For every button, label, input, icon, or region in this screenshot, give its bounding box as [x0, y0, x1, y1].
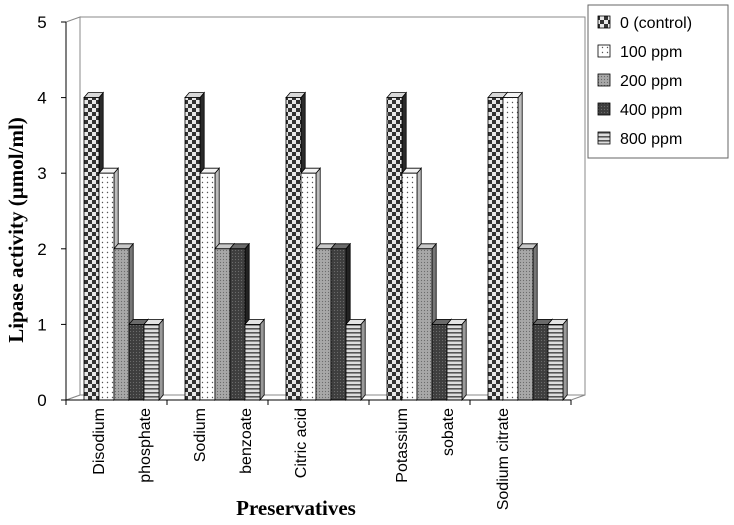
x-tick-label: Sodium citrate — [495, 408, 512, 510]
x-axis-title: Preservatives — [236, 496, 356, 520]
legend-item: 100 ppm — [597, 44, 682, 61]
y-tick-label: 5 — [37, 13, 46, 32]
x-category-label: Sodium citrate — [495, 408, 512, 510]
bar — [502, 91, 524, 402]
x-category-label: Sodium benzoate — [192, 408, 255, 474]
legend-item: 0 (control) — [597, 15, 692, 32]
legend-swatch — [597, 131, 611, 145]
legend-box — [587, 4, 729, 159]
legend-swatch — [597, 44, 611, 58]
x-category-label: Citric acid — [293, 408, 310, 478]
x-tick-label: Sodium — [192, 408, 209, 462]
legend-swatch — [597, 15, 611, 29]
legend-item: 400 ppm — [597, 102, 682, 119]
x-tick-label: Citric acid — [293, 408, 310, 478]
legend-item: 200 ppm — [597, 73, 682, 90]
legend-label: 200 ppm — [620, 73, 682, 90]
legend-label: 400 ppm — [620, 102, 682, 119]
bar — [143, 318, 165, 402]
x-category-label: Disodium phosphate — [91, 408, 154, 483]
x-tick-label: Potassium — [394, 408, 411, 483]
y-tick-label: 4 — [37, 89, 46, 108]
x-tick-label: sobate — [440, 408, 457, 456]
bar — [547, 318, 569, 402]
legend-swatch — [597, 102, 611, 116]
legend: 0 (control) 100 ppm 200 ppm 400 ppm 800 ppm — [587, 4, 729, 159]
y-tick-label: 0 — [37, 391, 46, 410]
x-tick-label: benzoate — [238, 408, 255, 474]
y-tick-label: 2 — [37, 240, 46, 259]
x-category-label: Potassium sobate — [394, 408, 457, 483]
x-tick-label: Disodium — [91, 408, 108, 475]
side-wall — [65, 16, 81, 401]
bars — [83, 91, 569, 402]
legend-label: 100 ppm — [620, 44, 682, 61]
bar — [244, 318, 266, 402]
bar — [345, 318, 367, 402]
legend-label: 800 ppm — [620, 131, 682, 148]
bar — [446, 318, 468, 402]
legend-swatch — [597, 73, 611, 87]
x-tick-label: phosphate — [137, 408, 154, 483]
legend-item: 800 ppm — [597, 131, 682, 148]
y-tick-label: 3 — [37, 164, 46, 183]
y-tick-label: 1 — [37, 315, 46, 334]
y-axis-title: Lipase activity (µmol/ml) — [4, 117, 28, 343]
x-axis: Disodium phosphate Sodium benzoate Citric ac… — [65, 399, 572, 510]
y-axis: 0 1 2 3 4 5 — [37, 13, 67, 410]
legend-label: 0 (control) — [620, 15, 692, 32]
